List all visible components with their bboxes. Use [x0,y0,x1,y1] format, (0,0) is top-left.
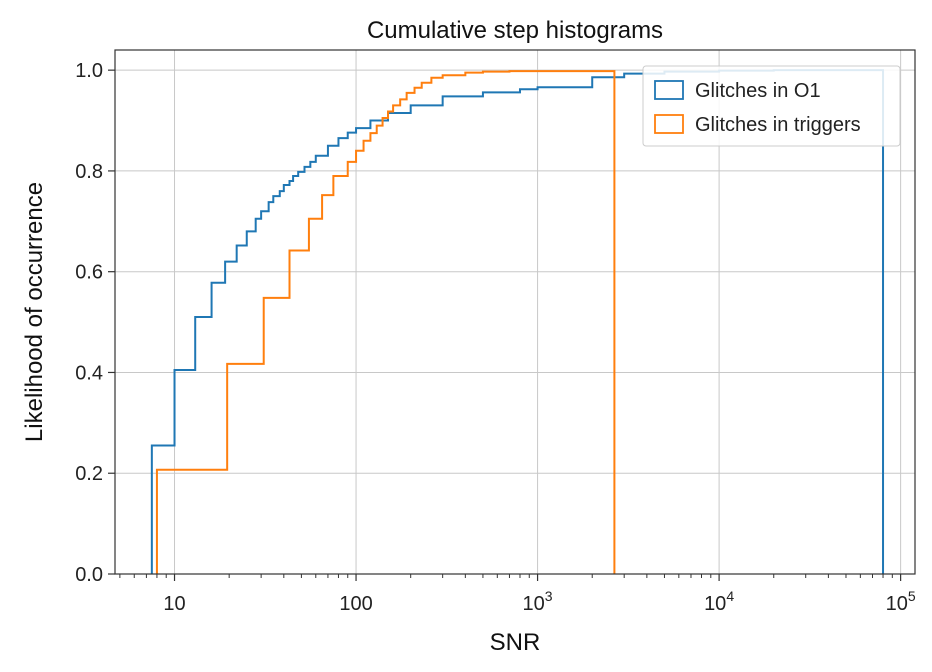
y-tick-label: 0.2 [75,463,103,485]
legend-swatch-2 [654,114,684,134]
x-tick-label: 103 [523,588,553,615]
x-tick-label: 105 [886,588,916,615]
x-tick-mantissa: 10 [886,593,908,615]
minor-ticks-layer [119,574,893,578]
series-layer [150,69,885,574]
y-axis-title: Likelihood of occurrence [21,182,48,442]
legend: Glitches in O1 Glitches in triggers [642,65,901,147]
y-tick-label: 0.4 [75,362,103,384]
legend-swatch-1 [654,80,684,100]
y-tick-label: 0.8 [75,161,103,183]
x-tick-mantissa: 10 [163,593,185,615]
x-tick-label: 100 [339,593,372,615]
legend-box [642,65,901,147]
x-tick-exponent: 3 [545,588,553,604]
x-tick-mantissa: 10 [704,593,726,615]
x-tick-label: 10 [163,593,185,615]
series-line-2 [155,70,616,574]
x-tick-exponent: 4 [726,588,734,604]
legend-label-1: Glitches in O1 [695,80,821,102]
plot-frame [114,49,916,575]
chart-title: Cumulative step histograms [367,17,663,44]
x-tick-label: 104 [704,588,734,615]
legend-label-2: Glitches in triggers [695,114,861,136]
x-axis-title: SNR [490,629,541,656]
x-tick-mantissa: 100 [339,593,372,615]
y-tick-label: 0.6 [75,262,103,284]
x-tick-exponent: 5 [908,588,916,604]
y-tick-label: 1.0 [75,60,103,82]
series-line-1 [150,69,885,574]
y-tick-label: 0.0 [75,564,103,586]
x-tick-mantissa: 10 [523,593,545,615]
